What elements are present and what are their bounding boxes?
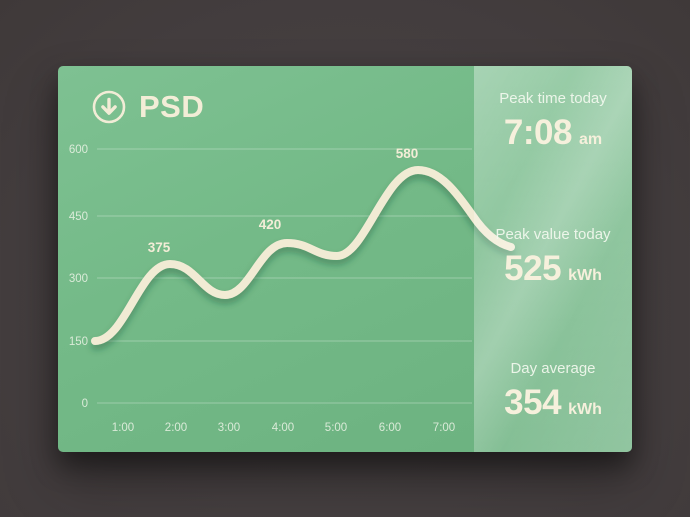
stat-number: 7:08: [503, 113, 573, 152]
x-tick-label: 4:00: [272, 422, 294, 434]
stat-label: Peak value today: [495, 226, 611, 243]
line-chart: 600 450 300 150 0 1:00 2:00 3:00 4:00 5:…: [69, 144, 515, 434]
data-point-labels: 375 420 580: [148, 146, 419, 255]
data-point-label: 375: [148, 240, 171, 255]
stats-panel: Peak time today 7:08 am Peak value today…: [474, 66, 632, 452]
stat-number: 525: [504, 249, 562, 288]
widget-header: PSD: [92, 90, 204, 124]
x-tick-label: 2:00: [165, 422, 187, 434]
download-button[interactable]: [92, 90, 126, 124]
download-icon: [92, 90, 126, 124]
page-title: PSD: [139, 89, 205, 124]
x-tick-label: 6:00: [379, 422, 401, 434]
data-line: [91, 165, 515, 345]
y-tick-label: 450: [69, 211, 88, 223]
stat-day-average: Day average 354 kWh: [474, 360, 632, 421]
x-tick-label: 5:00: [325, 422, 347, 434]
x-axis-ticks: 1:00 2:00 3:00 4:00 5:00 6:00 7:00: [112, 422, 455, 434]
stat-number: 354: [504, 383, 562, 422]
stat-value: 7:08 am: [474, 115, 632, 151]
y-tick-label: 0: [82, 398, 88, 410]
y-tick-label: 300: [69, 273, 88, 285]
stat-label: Day average: [510, 360, 596, 377]
gridlines: [97, 148, 472, 404]
psd-widget-card: 600 450 300 150 0 1:00 2:00 3:00 4:00 5:…: [58, 66, 632, 452]
stat-label: Peak time today: [499, 90, 607, 107]
stat-unit: kWh: [568, 267, 602, 284]
stat-peak-time: Peak time today 7:08 am: [474, 90, 632, 151]
stat-unit: am: [578, 131, 603, 148]
data-point-label: 420: [259, 217, 282, 232]
stat-peak-value: Peak value today 525 kWh: [474, 226, 632, 287]
stat-value: 354 kWh: [474, 385, 632, 421]
stat-unit: kWh: [568, 401, 602, 418]
stat-value: 525 kWh: [474, 251, 632, 287]
y-tick-label: 600: [69, 144, 88, 156]
y-tick-label: 150: [69, 336, 88, 348]
x-tick-label: 3:00: [218, 422, 240, 434]
y-axis-ticks: 600 450 300 150 0: [69, 144, 88, 410]
x-tick-label: 1:00: [112, 422, 134, 434]
data-point-label: 580: [396, 146, 419, 161]
x-tick-label: 7:00: [433, 422, 455, 434]
